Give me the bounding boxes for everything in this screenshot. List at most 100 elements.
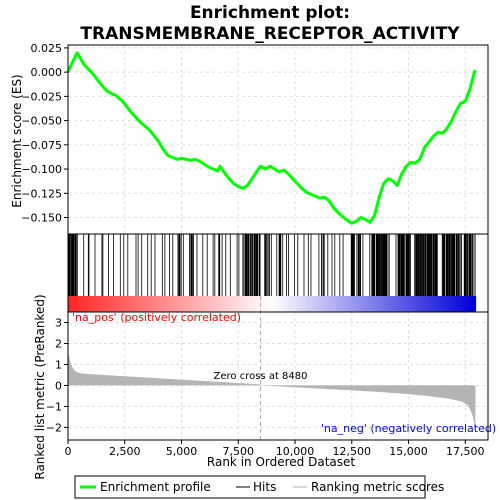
rank-color-strip [434, 296, 439, 312]
rank-color-strip [163, 296, 168, 312]
rank-color-strip [421, 296, 426, 312]
rank-color-strip [95, 296, 100, 312]
x-tick-label: 0 [65, 445, 72, 458]
rank-color-strip [248, 296, 252, 312]
rank-color-strip [193, 296, 198, 312]
rank-color-strip [339, 296, 344, 312]
x-tick-label: 2,500 [109, 445, 141, 458]
rank-color-strip [458, 296, 463, 312]
rank-color-strip [88, 296, 93, 312]
rank-color-strip [78, 296, 83, 312]
rank-color-strip [414, 296, 419, 312]
rank-color-strip [441, 296, 446, 312]
rank-color-strip [455, 296, 460, 312]
rank-color-strip [377, 296, 381, 312]
rank-color-strip [336, 296, 341, 312]
rank-color-strip [244, 296, 249, 312]
rank-y-tick-label: 2 [55, 337, 62, 350]
rank-color-strip [122, 296, 127, 312]
rank-color-strip [387, 296, 392, 312]
rank-color-strip [81, 296, 86, 312]
chart-title: Enrichment plot: TRANSMEMBRANE_RECEPTOR_… [80, 3, 460, 44]
rank-color-strip [112, 296, 117, 312]
rank-frame [67, 311, 489, 441]
rank-y-tick-label: 3 [55, 316, 62, 329]
positive-correlation-label: 'na_pos' (positively correlated) [72, 311, 241, 324]
rank-color-strip [390, 296, 395, 312]
rank-color-strip [465, 296, 470, 312]
rank-color-strip [397, 296, 402, 312]
rank-color-strip [302, 296, 307, 312]
es-y-tick-label: −0.075 [21, 139, 62, 152]
rank-color-strip [231, 296, 235, 312]
rank-color-strip [400, 296, 405, 312]
rank-color-strip [444, 296, 449, 312]
rank-color-strip [468, 296, 473, 312]
x-tick-label: 17,500 [446, 445, 485, 458]
rank-color-strip [210, 296, 215, 312]
rank-color-strip [183, 296, 188, 312]
rank-color-strip [91, 296, 96, 312]
rank-color-strip [322, 296, 327, 312]
rank-color-strip [438, 296, 443, 312]
rank-color-strip [118, 296, 123, 312]
rank-y-tick-label: 1 [55, 358, 62, 371]
es-panel: 0.025 0.000 −0.025 −0.050 −0.075 −0.100 −0.125… [21, 42, 489, 235]
es-y-tick-label: −0.025 [21, 90, 62, 103]
es-y-tick-label: −0.100 [21, 163, 62, 176]
rank-color-strip [448, 296, 453, 312]
rank-color-strip [281, 296, 286, 312]
rank-color-strip [373, 296, 378, 312]
legend-label-enrichment-profile: Enrichment profile [100, 480, 211, 494]
rank-color-strip [275, 296, 280, 312]
rank-color-strip [71, 296, 76, 312]
rank-color-strip [346, 296, 351, 312]
rank-color-strip [135, 296, 140, 312]
rank-color-strip [200, 296, 205, 312]
rank-color-strip [370, 296, 375, 312]
rank-color-strip [156, 296, 161, 312]
rank-color-strip [305, 296, 310, 312]
es-axis-label: Enrichment score (ES) [10, 74, 24, 207]
rank-color-strip [353, 296, 358, 312]
rank-axis-label: Ranked list metric (PreRanked) [33, 294, 47, 479]
rank-color-strip [74, 296, 79, 312]
rank-color-strip [186, 296, 191, 312]
rank-color-strip [428, 296, 432, 312]
rank-color-strip [380, 296, 385, 312]
rank-color-strip [180, 296, 185, 312]
rank-color-strip [254, 296, 259, 312]
rank-color-strip [315, 296, 320, 312]
rank-color-strip [363, 296, 368, 312]
rank-color-strip [326, 296, 331, 312]
rank-color-strip [417, 296, 422, 312]
rank-color-strip [173, 296, 178, 312]
rank-color-strip [261, 296, 266, 312]
rank-color-strip [203, 296, 208, 312]
rank-y-tick-label: 0 [55, 379, 62, 392]
es-y-tick-label: 0.000 [31, 66, 63, 79]
rank-color-strip [176, 296, 181, 312]
legend-label-hits: Hits [253, 480, 276, 494]
rank-color-strip [166, 296, 171, 312]
rank-color-strip [472, 296, 477, 312]
rank-y-tick-label: −1 [46, 400, 62, 413]
rank-color-strip [115, 296, 120, 312]
rank-color-strip [132, 296, 137, 312]
rank-color-strip [319, 296, 324, 312]
rank-color-strip [234, 296, 239, 312]
rank-color-strip [207, 296, 212, 312]
es-y-tick-label: −0.150 [21, 212, 62, 225]
rank-color-strip [278, 296, 283, 312]
es-y-tick-label: −0.050 [21, 115, 62, 128]
rank-color-strip [265, 296, 269, 312]
rank-color-strip [220, 296, 225, 312]
rank-color-strip [149, 296, 154, 312]
rank-color-strip [332, 296, 337, 312]
es-y-tick-label: −0.125 [21, 187, 62, 200]
rank-color-strip [108, 296, 113, 312]
rank-color-strip [224, 296, 229, 312]
rank-color-strip [142, 296, 147, 312]
rank-color-strip [102, 296, 106, 312]
